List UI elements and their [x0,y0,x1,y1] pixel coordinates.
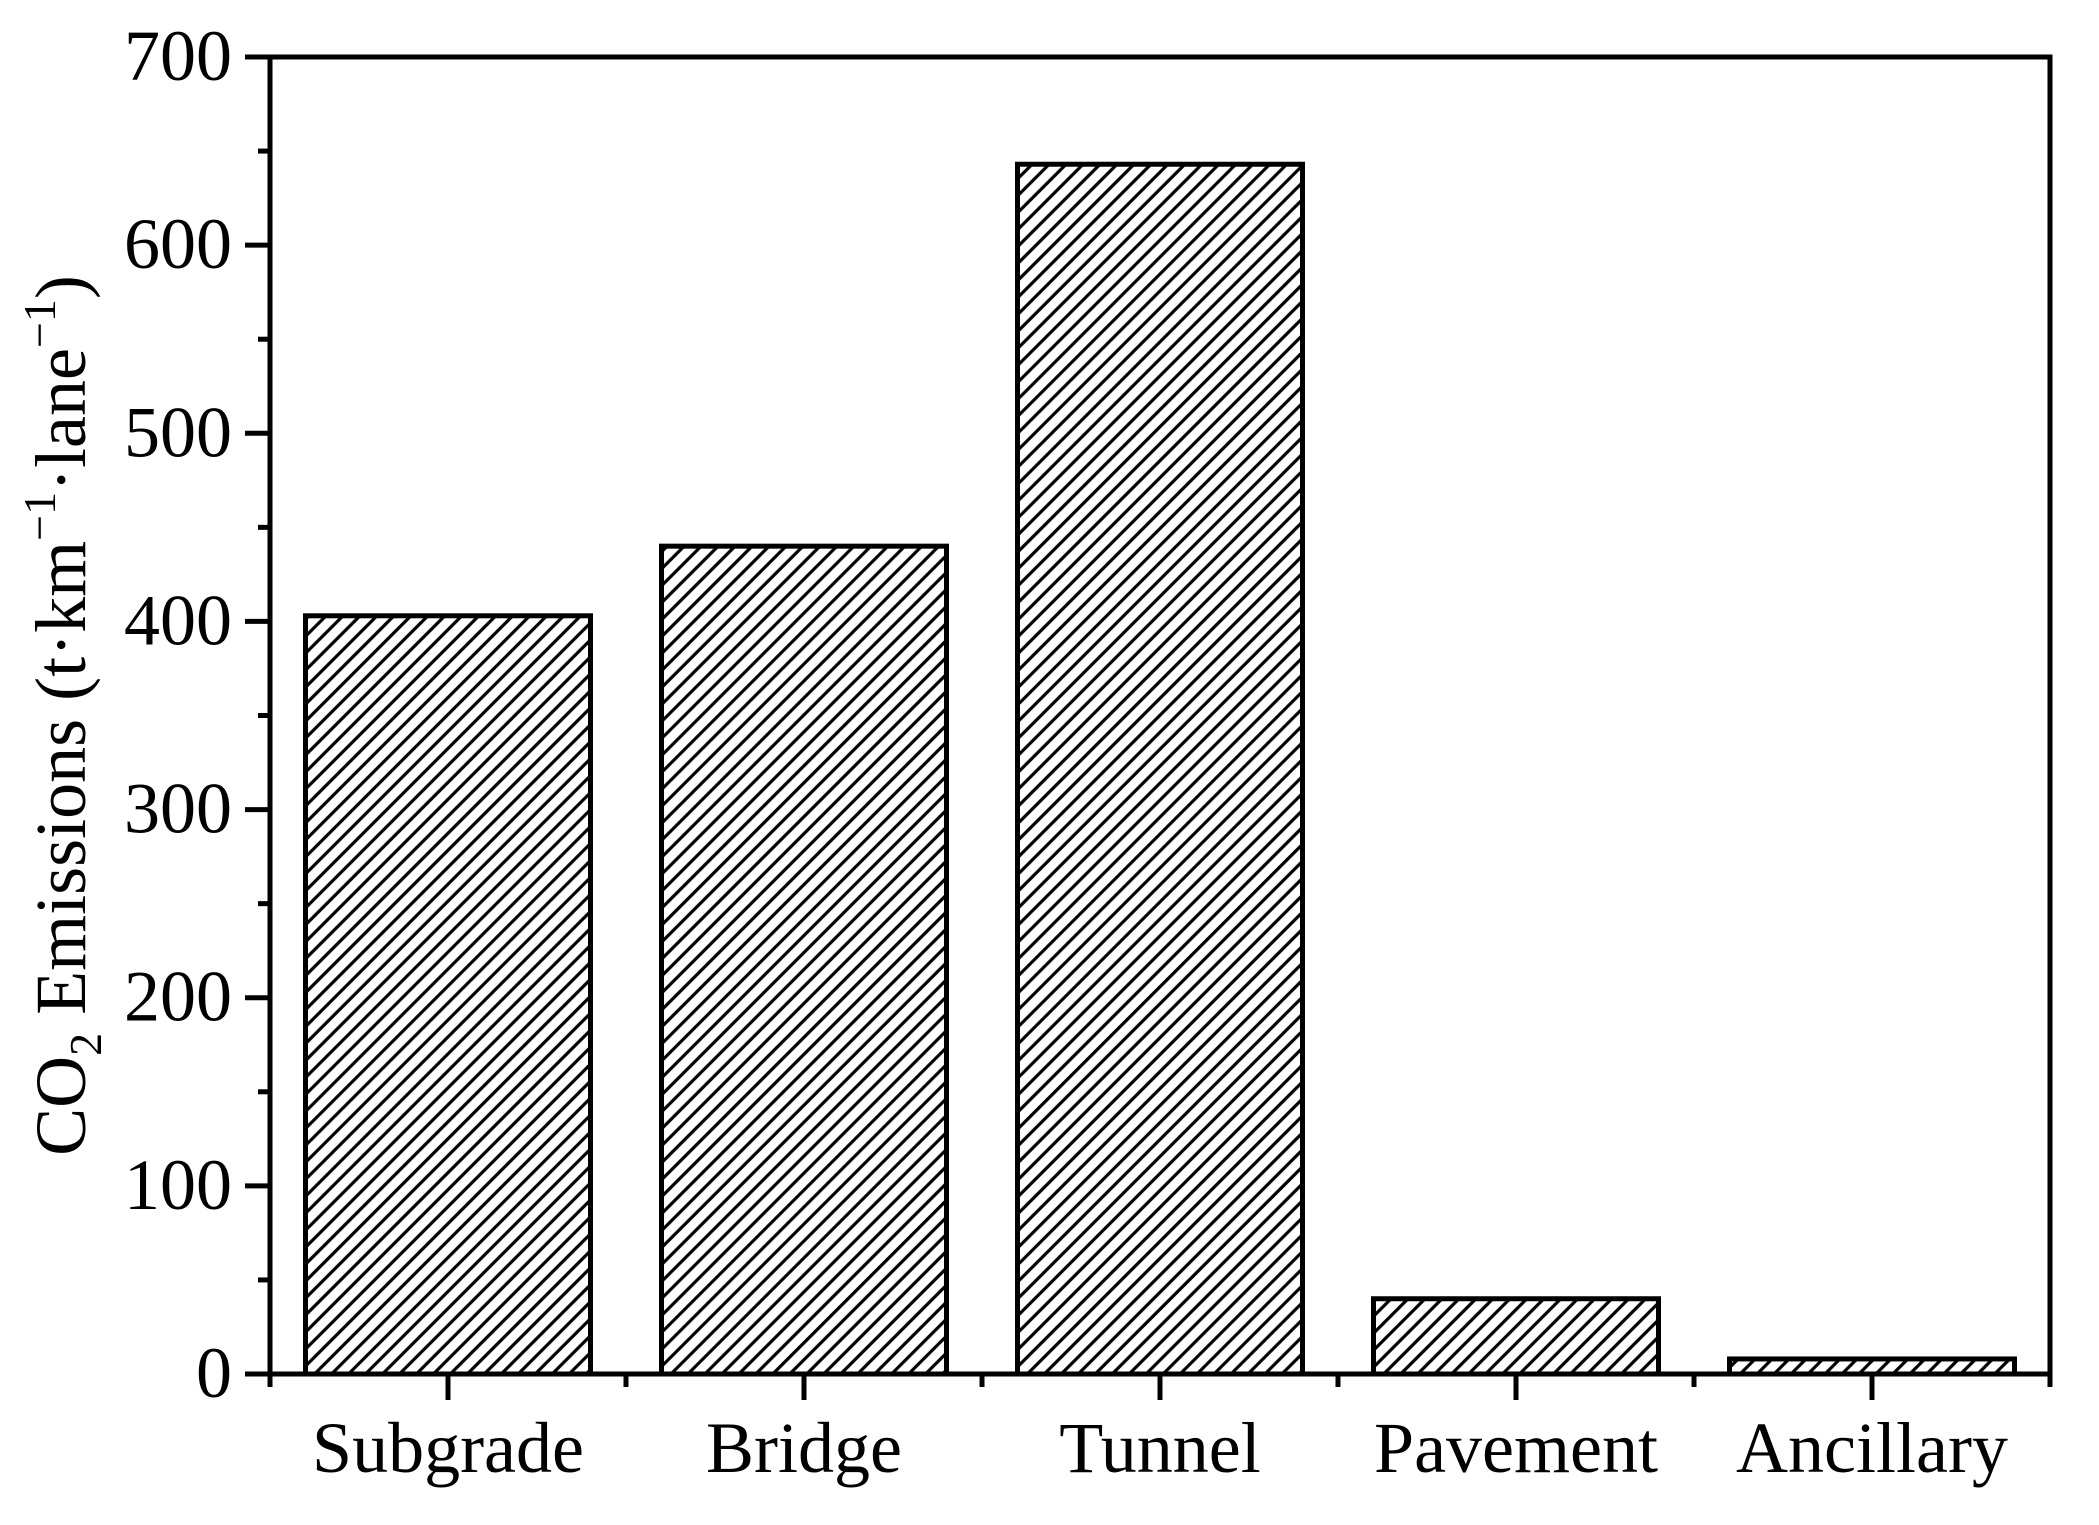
bar-tunnel [1015,161,1305,1377]
bar-bridge [659,543,949,1377]
y-tick-label: 300 [124,769,232,849]
bar-subgrade [303,613,593,1377]
x-category-label: Bridge [706,1408,902,1488]
y-tick-label: 0 [196,1333,232,1413]
y-tick-label: 400 [124,580,232,660]
x-category-label: Ancillary [1736,1408,2008,1488]
bar-pavement [1371,1296,1661,1377]
chart-root: 0 100 200 300 400 500 600 700 Subgrade Bridge Tunn… [14,16,2053,1488]
y-tick-label: 100 [124,1145,232,1225]
y-axis-label: CO2 Emissions (t·km−1·lane−1) [14,275,111,1156]
x-category-label: Pavement [1374,1408,1658,1488]
y-tick-label: 700 [124,16,232,96]
y-tick-label: 500 [124,392,232,472]
y-tick-label: 200 [124,957,232,1037]
x-category-label: Subgrade [312,1408,584,1488]
y-tick-label: 600 [124,204,232,284]
x-category-label: Tunnel [1059,1408,1260,1488]
